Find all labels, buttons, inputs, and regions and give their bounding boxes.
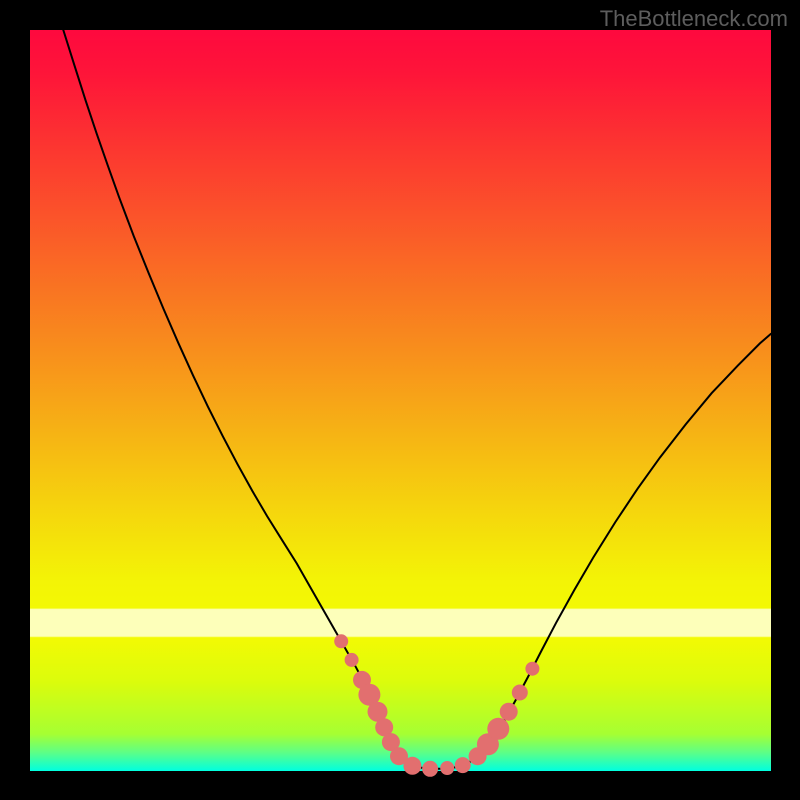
chart-stage: TheBottleneck.com [0,0,800,800]
plot-background [30,30,771,771]
watermark-text: TheBottleneck.com [600,6,788,32]
